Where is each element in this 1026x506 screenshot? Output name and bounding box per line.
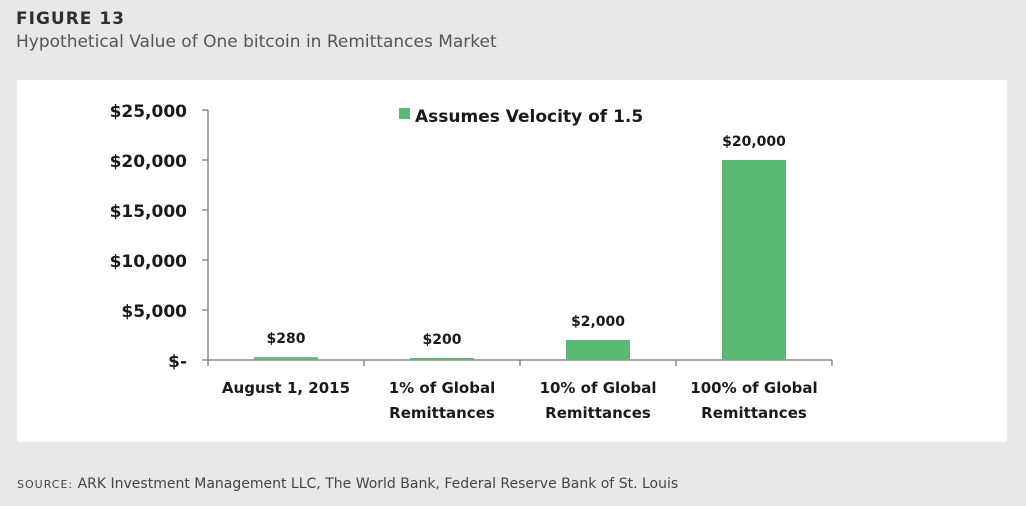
y-tick-label: $5,000 [121, 302, 187, 322]
bar-value-label: $20,000 [722, 134, 786, 150]
source-note: SOURCE: ARK Investment Management LLC, T… [17, 476, 678, 492]
source-text: ARK Investment Management LLC, The World… [77, 476, 679, 492]
y-tick-label: $25,000 [110, 102, 188, 122]
chart-panel: $- $5,000 $10,000 $15,000 $20,000 $25,000 $280… [17, 80, 1007, 442]
bar [566, 340, 630, 360]
x-tick-label: 100% of Global [690, 379, 817, 397]
source-label: SOURCE: [17, 478, 74, 491]
x-tick-label: Remittances [389, 404, 495, 422]
legend-label: Assumes Velocity of 1.5 [415, 107, 643, 127]
x-tick-label: 10% of Global [540, 379, 657, 397]
x-tick-label: Remittances [701, 404, 807, 422]
bar [254, 357, 318, 360]
y-tick-label: $15,000 [110, 202, 188, 222]
x-tick-label: Remittances [545, 404, 651, 422]
y-tick-label: $- [168, 352, 187, 372]
y-tick-label: $20,000 [110, 152, 188, 172]
bar-value-label: $2,000 [571, 314, 625, 330]
bar-value-label: $200 [423, 332, 462, 348]
bar [722, 160, 786, 360]
figure-label: FIGURE 13 [16, 9, 125, 29]
y-tick-label: $10,000 [110, 252, 188, 272]
x-tick-label: August 1, 2015 [222, 379, 350, 397]
figure-subtitle: Hypothetical Value of One bitcoin in Rem… [16, 32, 497, 52]
bar-value-label: $280 [267, 331, 306, 347]
x-tick-label: 1% of Global [389, 379, 496, 397]
bar-chart: $- $5,000 $10,000 $15,000 $20,000 $25,000 $280… [110, 102, 833, 422]
legend-swatch [399, 108, 410, 119]
bar [410, 358, 474, 360]
